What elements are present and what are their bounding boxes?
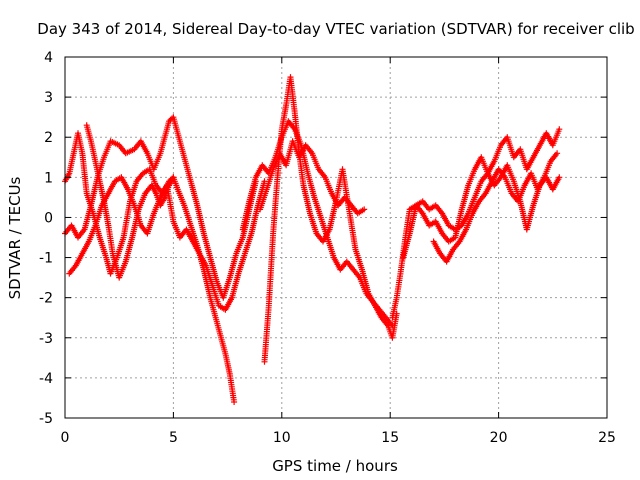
y-tick-label: 0 [44, 210, 53, 226]
x-tick-label: 15 [381, 430, 399, 446]
series-plus-markers [430, 150, 561, 265]
y-axis-label: SDTVAR / TECUs [6, 176, 24, 299]
plot-frame [64, 56, 608, 419]
series-track-f [239, 118, 396, 329]
y-tick-label: -4 [39, 371, 53, 387]
series-track-e [261, 74, 400, 365]
axes: 0 5 10 15 20 25 -5 -4 -3 -2 -1 0 1 2 3 4 [39, 50, 616, 446]
y-tick-label: 2 [44, 130, 53, 146]
y-tick-label: -3 [39, 331, 53, 347]
series-line [433, 152, 558, 263]
series-plus-markers [83, 122, 177, 281]
series-track-h [389, 126, 563, 321]
series-layer [62, 74, 563, 405]
x-tick-label: 20 [490, 430, 508, 446]
y-tick-label: 4 [44, 50, 53, 66]
x-tick-label: 0 [61, 430, 70, 446]
series-plus-markers [261, 74, 400, 365]
y-tick-label: -5 [39, 411, 53, 427]
series-track-g [257, 138, 368, 217]
series-plus-markers [239, 118, 396, 329]
chart-title: Day 343 of 2014, Sidereal Day-to-day VTE… [37, 20, 634, 38]
x-tick-label: 5 [169, 430, 178, 446]
series-plus-markers [389, 126, 563, 321]
x-tick-label: 10 [273, 430, 291, 446]
y-tick-label: 1 [44, 170, 53, 186]
x-axis-label: GPS time / hours [272, 457, 398, 475]
y-tick-label: -2 [39, 291, 53, 307]
y-tick-label: -1 [39, 251, 53, 267]
x-tick-label: 25 [598, 430, 616, 446]
y-tick-label: 3 [44, 90, 53, 106]
grid-lines [65, 57, 607, 418]
series-track-j [430, 150, 561, 265]
series-track-d [83, 122, 177, 281]
series-plus-markers [257, 138, 368, 217]
